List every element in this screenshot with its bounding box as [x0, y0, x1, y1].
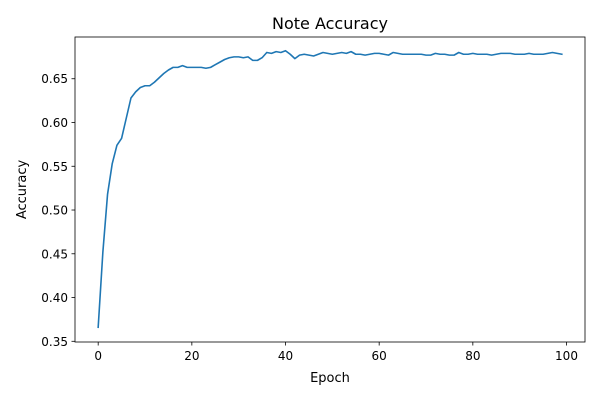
- accuracy-series-line: [97, 49, 563, 329]
- y-tick-label: 0.40: [41, 291, 68, 305]
- chart-title: Note Accuracy: [272, 14, 388, 33]
- y-axis-label: Accuracy: [15, 160, 30, 220]
- x-tick-label: 80: [465, 349, 480, 363]
- x-tick-label: 20: [184, 349, 199, 363]
- axes-frame: [74, 36, 586, 343]
- y-tick-label: 0.50: [41, 204, 68, 218]
- series-layer: [97, 49, 563, 329]
- y-tick-label: 0.65: [41, 72, 68, 86]
- x-tick-label: 40: [278, 349, 293, 363]
- y-tick-label: 0.45: [41, 247, 68, 261]
- x-tick-label: 60: [372, 349, 387, 363]
- x-tick-label: 0: [94, 349, 102, 363]
- y-tick-label: 0.55: [41, 160, 68, 174]
- x-axis-label: Epoch: [310, 371, 350, 386]
- y-tick-label: 0.35: [41, 335, 68, 349]
- y-tick-label: 0.60: [41, 116, 68, 130]
- x-tick-label: 100: [555, 349, 578, 363]
- tick-layer: 0 20 40 60 80 100 0.35 0.40 0.45 0.50 0.55 0.60 0.65: [41, 72, 578, 363]
